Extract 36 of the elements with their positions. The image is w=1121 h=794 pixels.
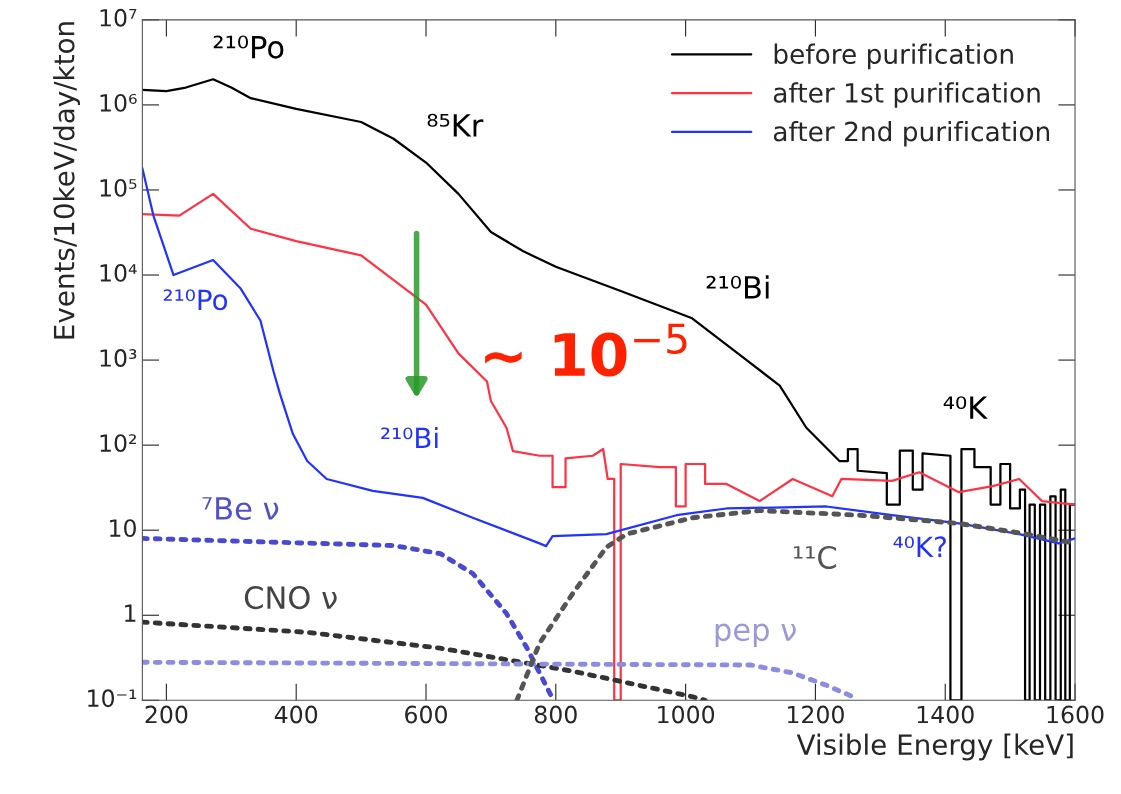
x-tick-label: 1200 — [787, 705, 844, 724]
line-series — [142, 659, 856, 700]
annotation: ²¹⁰Po — [213, 35, 284, 59]
annotation: ~ 10$^{−5}$ — [485, 323, 687, 377]
y-tick-label: 10 — [110, 519, 136, 538]
y-tick-label: 10⁻¹ — [88, 689, 137, 708]
x-tick-label: 800 — [534, 705, 577, 724]
annotation: ²¹⁰Bi — [381, 426, 438, 449]
line-series — [142, 619, 708, 701]
y-axis-title: Events/10keV/day/kton — [53, 22, 80, 339]
y-tick-label: 1 — [125, 604, 136, 622]
annotation: ¹¹C — [793, 545, 837, 569]
y-tick-label: 10⁶ — [100, 93, 137, 112]
y-tick-label: 10² — [100, 434, 137, 452]
x-tick-label: 200 — [145, 705, 188, 724]
annotation: ⁴⁰K? — [893, 536, 946, 557]
annotation: ⁴⁰K — [943, 396, 988, 419]
annotation: pep ν — [715, 623, 796, 648]
x-tick-label: 1400 — [917, 705, 974, 724]
y-tick-label: 10⁴ — [100, 264, 137, 282]
y-tick-label: 10⁵ — [100, 178, 137, 197]
x-tick-label: 1000 — [658, 705, 715, 724]
x-tick-label: 600 — [405, 705, 447, 724]
legend-label: after 2nd purification — [773, 121, 1050, 147]
annotation: ²¹⁰Bi — [706, 275, 769, 299]
y-tick-label: 10³ — [100, 349, 137, 367]
legend-label: before purification — [774, 43, 1013, 70]
x-tick-label: 400 — [274, 705, 318, 724]
annotation: ⁷Be ν — [202, 497, 279, 521]
x-tick-label: 1600 — [1047, 705, 1104, 724]
y-tick-label: 10⁷ — [100, 8, 137, 27]
x-axis-title: Visible Energy [keV] — [796, 733, 1073, 761]
annotation: ⁸⁵Kr — [427, 113, 484, 137]
legend-label: after 1st purification — [773, 82, 1040, 108]
annotation: CNO ν — [244, 586, 337, 610]
annotation: ²¹⁰Po — [163, 289, 228, 311]
